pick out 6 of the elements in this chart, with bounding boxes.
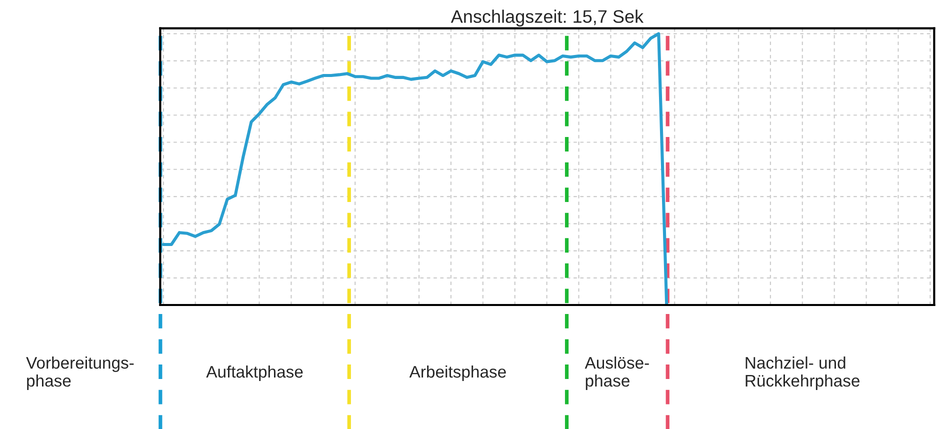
chart-title: Anschlagszeit: 15,7 Sek bbox=[450, 10, 644, 27]
text: Vorbereitungs- phase bbox=[26, 356, 134, 390]
text: Nachziel- und Rückkehrphase bbox=[746, 356, 860, 390]
text: Arbeitsphase bbox=[409, 365, 506, 381]
text: Auslöse- phase bbox=[584, 356, 649, 390]
text: Auftaktphase bbox=[206, 365, 303, 381]
